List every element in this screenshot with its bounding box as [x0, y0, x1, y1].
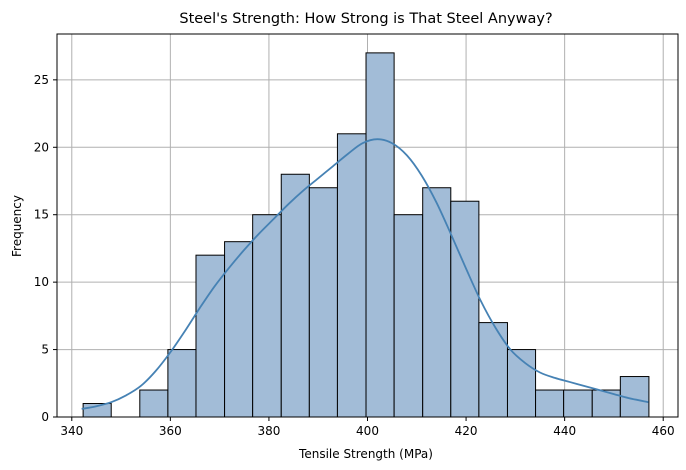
y-tick-label: 0 [41, 410, 49, 424]
y-tick-label: 20 [34, 140, 49, 154]
histogram-bar [450, 200, 480, 418]
histogram-bars [82, 52, 650, 418]
histogram-bar [167, 349, 197, 418]
y-tick-label: 10 [34, 275, 49, 289]
x-tick-label: 380 [257, 424, 280, 438]
y-axis-label: Frequency [10, 195, 24, 257]
kde-curve [81, 138, 649, 410]
y-tick-label: 25 [34, 73, 49, 87]
x-tick-label: 460 [652, 424, 675, 438]
histogram-bar [478, 322, 508, 418]
x-axis-label: Tensile Strength (MPa) [298, 447, 433, 461]
x-tick-label: 360 [159, 424, 182, 438]
histogram-bar [365, 52, 395, 418]
y-axis-ticks: 0 5 10 15 20 25 [34, 73, 57, 424]
chart-title: Steel's Strength: How Strong is That Ste… [179, 11, 552, 27]
histogram-bar [393, 214, 424, 418]
x-tick-label: 400 [356, 424, 379, 438]
y-tick-label: 5 [41, 343, 49, 357]
x-axis-ticks: 340 360 380 400 420 440 460 [60, 417, 675, 438]
histogram-bar [139, 389, 169, 418]
histogram-bar [336, 133, 367, 418]
histogram-bar [422, 187, 452, 418]
y-tick-label: 15 [34, 208, 49, 222]
x-tick-label: 420 [455, 424, 478, 438]
histogram-bar [280, 173, 310, 418]
histogram-bar [563, 389, 593, 418]
histogram-bar [308, 187, 338, 418]
x-tick-label: 340 [60, 424, 83, 438]
x-tick-label: 440 [553, 424, 576, 438]
histogram-bar [535, 389, 565, 418]
histogram-bar [252, 214, 282, 418]
